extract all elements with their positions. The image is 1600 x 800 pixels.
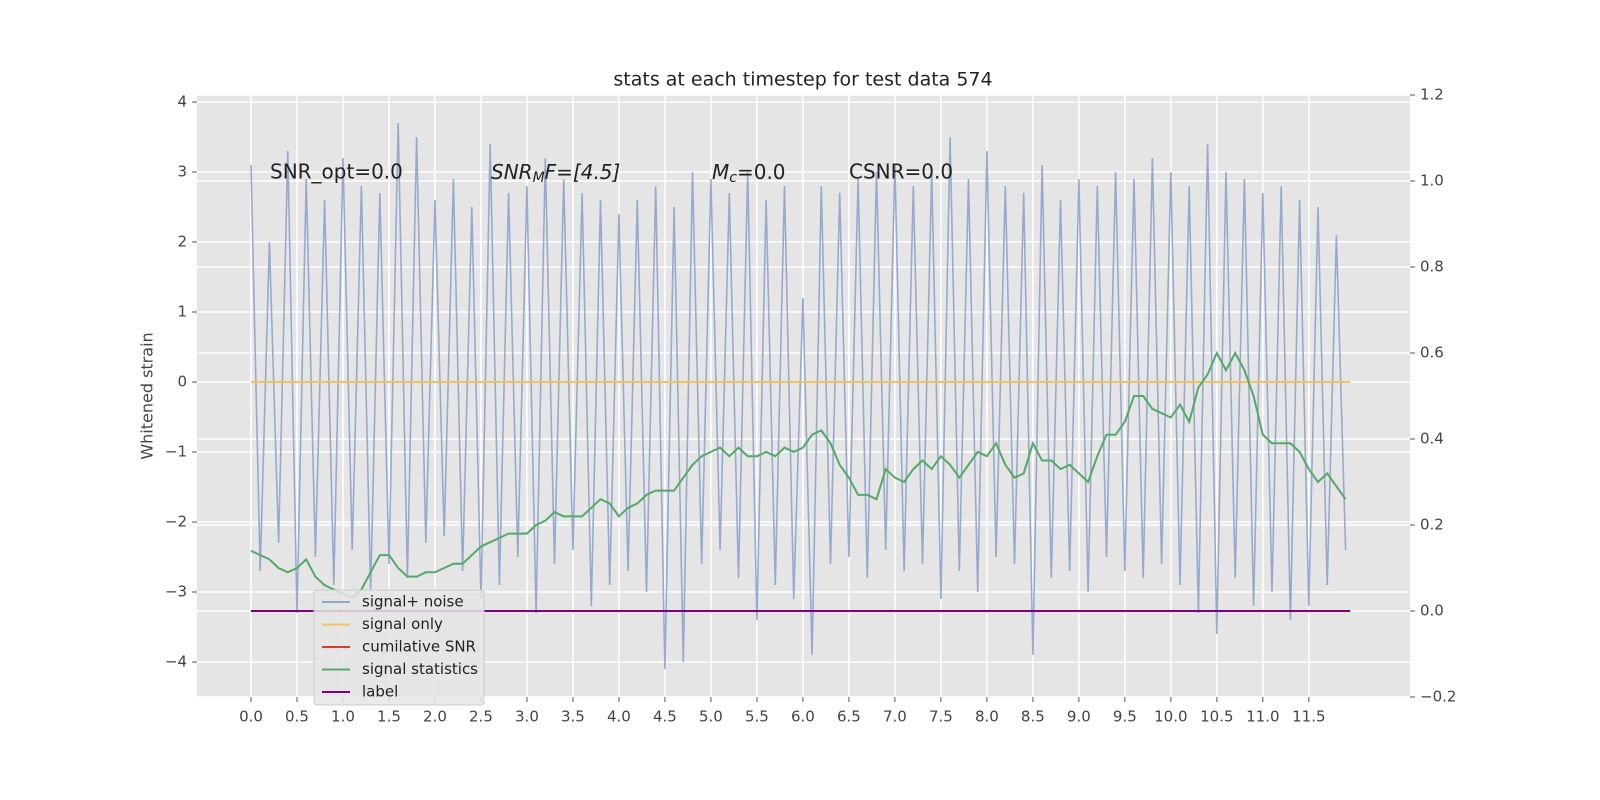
y-tick-label: 1 [177, 303, 187, 321]
y2-tick-label: 0.4 [1420, 430, 1444, 448]
x-tick-label: 11.5 [1292, 708, 1325, 726]
annotation-part: c [729, 170, 737, 186]
y-tick-label: 2 [177, 233, 187, 251]
y2-tick-label: 1.2 [1420, 86, 1444, 104]
y-tick-label: −2 [165, 513, 187, 531]
legend-label: cumilative SNR [362, 638, 476, 656]
y-axis-label: Whitened strain [138, 332, 157, 459]
x-tick-label: 5.0 [699, 708, 723, 726]
y-tick-label: −3 [165, 583, 187, 601]
x-tick-label: 7.5 [929, 708, 953, 726]
x-tick-label: 3.5 [561, 708, 585, 726]
x-tick-label: 6.0 [791, 708, 815, 726]
x-tick-label: 4.0 [607, 708, 631, 726]
y2-tick-label: 0.8 [1420, 258, 1444, 276]
annotation-part: M [712, 160, 729, 184]
x-tick-label: 8.0 [975, 708, 999, 726]
x-tick-label: 5.5 [745, 708, 769, 726]
x-tick-label: 2.5 [469, 708, 493, 726]
y-tick-label: 4 [177, 93, 187, 111]
x-tick-label: 6.5 [837, 708, 861, 726]
legend: signal+ noise signal only cumilative SNR si… [313, 589, 485, 706]
x-tick-label: 0.0 [239, 708, 263, 726]
annotation: SNRMF=[4.5] [491, 160, 620, 187]
x-tick-label: 4.5 [653, 708, 677, 726]
y-tick-label: −4 [165, 653, 187, 671]
x-tick-label: 9.0 [1067, 708, 1091, 726]
annotation-part: M [533, 170, 545, 186]
y-tick-label: 3 [177, 163, 187, 181]
annotation-part: =0.0 [737, 160, 786, 184]
y2-tick-label: 1.0 [1420, 172, 1444, 190]
x-tick-label: 0.5 [285, 708, 309, 726]
annotation-part: SNR [491, 160, 533, 184]
x-tick-label: 9.5 [1113, 708, 1137, 726]
y2-tick-label: −0.2 [1420, 688, 1456, 706]
annotation: Mc=0.0 [712, 160, 786, 187]
y2-tick-label: 0.2 [1420, 516, 1444, 534]
legend-label: signal statistics [362, 660, 478, 678]
series-line [250, 350, 1347, 600]
y-tick-label: 0 [177, 373, 187, 391]
x-tick-label: 10.5 [1200, 708, 1233, 726]
y-tick-label: −1 [165, 443, 187, 461]
y2-tick-label: 0.6 [1420, 344, 1444, 362]
x-tick-label: 8.5 [1021, 708, 1045, 726]
x-tick-label: 10.0 [1154, 708, 1187, 726]
series-line [250, 122, 1347, 670]
legend-label: label [362, 683, 398, 701]
legend-label: signal only [362, 615, 443, 633]
annotation: SNR_opt=0.0 [270, 160, 403, 184]
y2-tick-label: 0.0 [1420, 602, 1444, 620]
x-tick-label: 1.0 [331, 708, 355, 726]
x-tick-label: 1.5 [377, 708, 401, 726]
x-tick-label: 7.0 [883, 708, 907, 726]
x-tick-label: 2.0 [423, 708, 447, 726]
chart-title: stats at each timestep for test data 574 [613, 69, 992, 91]
x-tick-label: 3.0 [515, 708, 539, 726]
legend-box [313, 589, 485, 706]
legend-label: signal+ noise [362, 593, 464, 611]
annotation-part: F=[4.5] [545, 160, 621, 184]
annotation: CSNR=0.0 [849, 160, 953, 184]
axes: 0.0 0.5 1.0 1.5 2.0 2.5 3.0 3.5 4.0 4.5 5.0 5.5 6.0 6… [165, 86, 1457, 726]
x-tick-label: 11.0 [1246, 708, 1279, 726]
